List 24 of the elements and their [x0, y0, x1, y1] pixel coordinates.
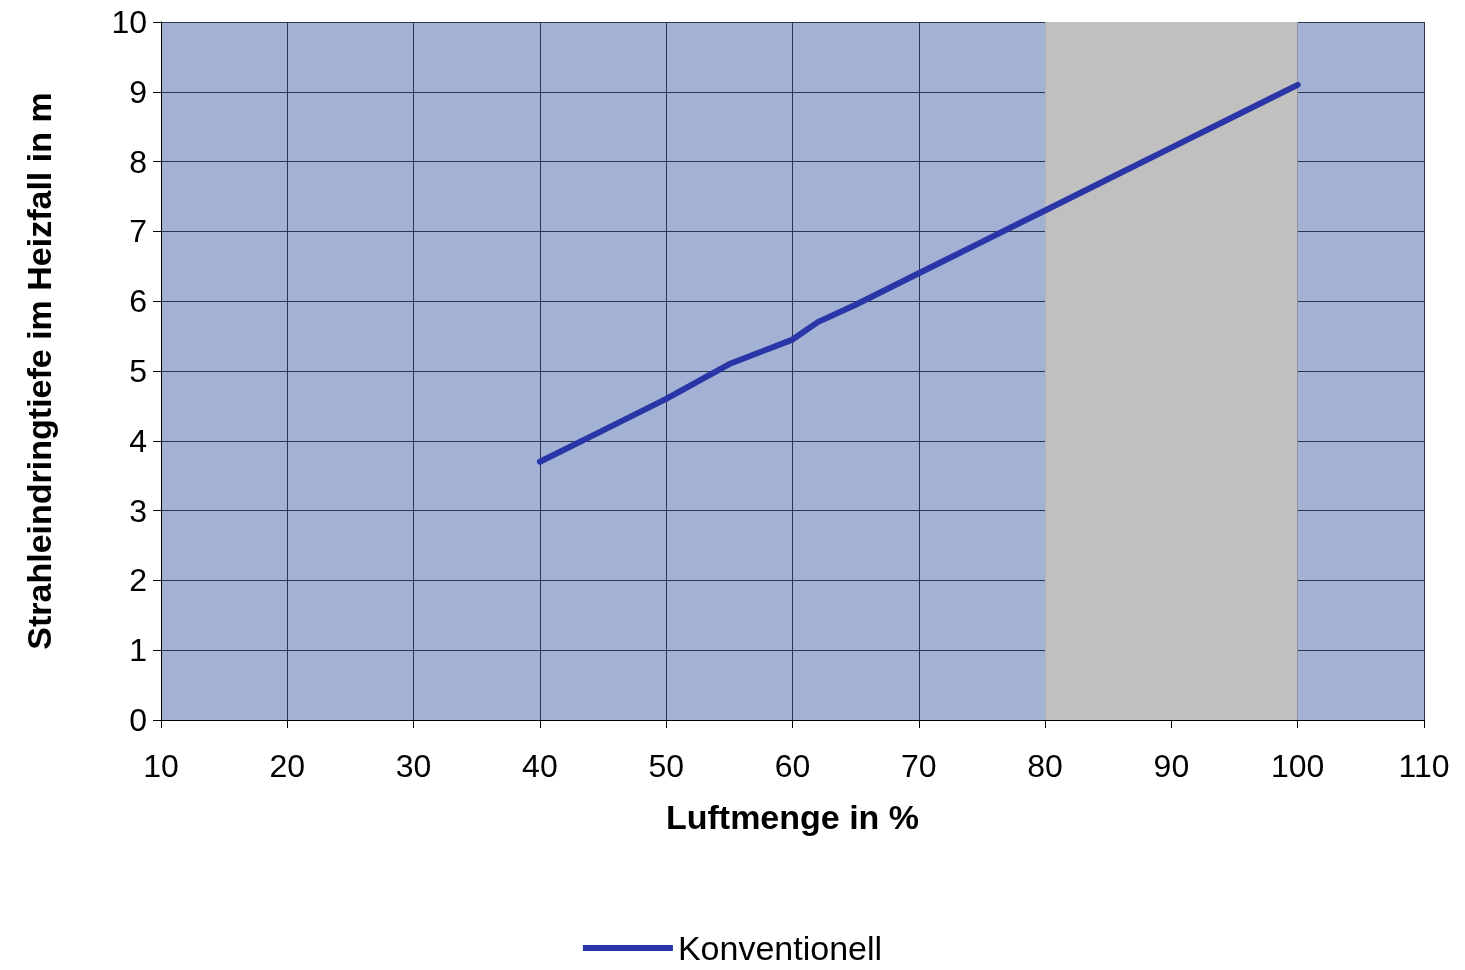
x-tick-label: 80: [1027, 748, 1063, 784]
y-tick-label: 0: [129, 702, 147, 738]
y-tick-label: 7: [129, 213, 147, 250]
y-tick-label: 10: [111, 4, 147, 40]
legend-label: Konventionell: [677, 929, 883, 967]
y-tick-label: 4: [129, 422, 147, 459]
x-tick-label: 60: [774, 748, 811, 784]
x-tick-label: 70: [901, 748, 937, 784]
y-tick-label: 6: [129, 283, 147, 320]
x-tick-label: 90: [1153, 748, 1190, 784]
x-tick-label: 30: [395, 748, 432, 784]
x-tick-label: 20: [269, 748, 306, 784]
y-tick-label: 2: [129, 562, 147, 599]
x-axis-title: Luftmenge in %: [665, 798, 920, 836]
x-tick-label: 100: [1271, 748, 1325, 784]
y-tick-label: 9: [129, 73, 147, 110]
y-tick-label: 5: [129, 353, 147, 389]
y-axis-title: Strahleindringtiefe im Heizfall in m: [20, 92, 58, 650]
y-tick-label: 3: [129, 492, 147, 529]
x-tick-label: 110: [1398, 748, 1450, 784]
x-tick-label: 40: [522, 748, 558, 784]
x-tick-label: 50: [648, 748, 684, 784]
y-tick-label: 1: [129, 632, 147, 669]
y-tick-label: 8: [129, 143, 147, 180]
